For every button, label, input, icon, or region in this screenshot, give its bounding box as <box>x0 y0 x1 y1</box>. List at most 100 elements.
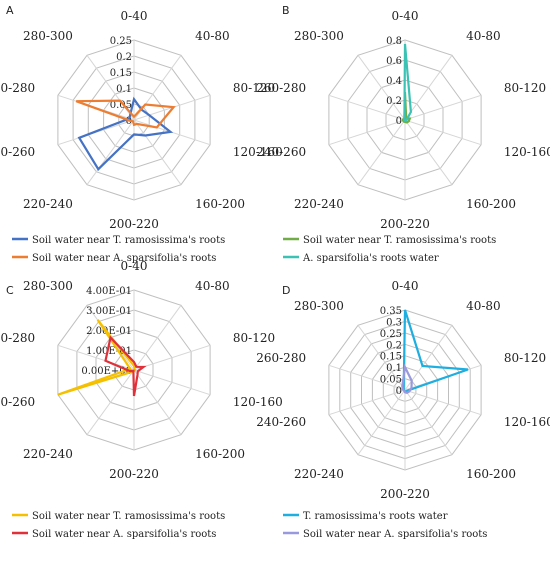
tick-label: 0.8 <box>386 36 402 47</box>
series-line <box>401 363 413 394</box>
axis-spoke <box>133 305 182 371</box>
axis-spoke <box>133 369 211 396</box>
category-label: 260-280 <box>0 81 35 95</box>
tick-label: 0 <box>396 386 402 397</box>
category-label: 240-260 <box>256 145 306 159</box>
axis-spoke <box>357 119 406 185</box>
tick-label: 0.1 <box>386 363 402 374</box>
category-label: 160-200 <box>195 197 245 211</box>
series-line <box>402 43 413 122</box>
category-label: 200-220 <box>109 467 159 481</box>
category-label: 200-220 <box>109 217 159 231</box>
category-label: 0-40 <box>121 259 148 273</box>
category-label: 160-200 <box>466 197 516 211</box>
category-label: 260-280 <box>256 351 306 365</box>
category-label: 240-260 <box>0 145 35 159</box>
category-label: 220-240 <box>294 467 344 481</box>
tick-label: 0.6 <box>386 56 402 67</box>
tick-label: 0.00E+00 <box>81 366 132 377</box>
tick-label: 0.3 <box>386 317 402 328</box>
category-label: 80-120 <box>233 331 275 345</box>
tick-label: 0.2 <box>386 340 402 351</box>
category-label: 220-240 <box>23 447 73 461</box>
legend-entry: A. sparsifolia's roots water <box>302 253 439 264</box>
legend-entry: Soil water near A. sparsifolia's roots <box>32 529 216 540</box>
category-label: 220-240 <box>23 197 73 211</box>
axis-spoke <box>404 119 453 185</box>
tick-label: 0.15 <box>110 68 132 79</box>
category-label: 220-240 <box>294 197 344 211</box>
legend-entry: Soil water near A. sparsifolia's roots <box>32 253 216 264</box>
panel-letter: A <box>6 4 14 17</box>
category-label: 120-160 <box>233 395 283 409</box>
category-label: 160-200 <box>466 467 516 481</box>
category-label: 200-220 <box>380 487 430 501</box>
tick-label: 4.00E-01 <box>86 286 132 297</box>
category-label: 40-80 <box>195 29 230 43</box>
panel-letter: B <box>282 4 290 17</box>
radar-panel-a: A 0-40 40-80 80-120 120-160 160-200 200-220 220… <box>0 4 283 264</box>
radar-panel-d: D 0-40 40-80 80-120 120-160 160-200 200-220 220… <box>256 279 550 540</box>
series-line <box>75 99 176 129</box>
tick-label: 0.25 <box>110 36 132 47</box>
tick-label: 1.00E-01 <box>86 346 132 357</box>
legend-entry: Soil water near T. ramosissima's roots <box>32 511 225 522</box>
tick-label: 0.25 <box>380 329 402 340</box>
category-label: 280-300 <box>294 299 344 313</box>
category-label: 280-300 <box>23 29 73 43</box>
tick-label: 0.05 <box>110 100 132 111</box>
category-label: 240-260 <box>0 395 35 409</box>
axis-spoke <box>133 119 182 185</box>
category-label: 40-80 <box>195 279 230 293</box>
axis-spoke <box>404 389 453 455</box>
axis-spoke <box>404 94 482 121</box>
panel-letter: D <box>282 284 290 297</box>
category-label: 40-80 <box>466 299 501 313</box>
category-label: 280-300 <box>294 29 344 43</box>
tick-label: 0.4 <box>386 76 402 87</box>
tick-label: 0.35 <box>380 306 402 317</box>
category-label: 160-200 <box>195 447 245 461</box>
axis-spoke <box>328 94 406 121</box>
series-line <box>104 335 147 397</box>
category-label: 120-160 <box>504 415 550 429</box>
axis-spoke <box>86 119 135 185</box>
axis-spoke <box>328 119 406 146</box>
axis-spoke <box>404 389 482 416</box>
radar-panel-c: C 0-40 40-80 80-120 120-160 160-200 200-220 220… <box>0 259 283 540</box>
axis-spoke <box>357 389 406 455</box>
tick-label: 0.1 <box>116 84 132 95</box>
tick-label: 2.00E-01 <box>86 326 132 337</box>
category-label: 120-160 <box>233 145 283 159</box>
series-line <box>77 96 174 171</box>
category-label: 0-40 <box>392 9 419 23</box>
axis-spoke <box>357 325 406 391</box>
radar-panel-b: B 0-40 40-80 80-120 120-160 160-200 200-220 220… <box>256 4 550 264</box>
tick-label: 0.05 <box>380 375 402 386</box>
category-label: 200-220 <box>380 217 430 231</box>
axis-spoke <box>404 325 453 391</box>
category-label: 80-120 <box>504 351 546 365</box>
category-label: 0-40 <box>392 279 419 293</box>
tick-label: 0 <box>396 116 402 127</box>
axis-spoke <box>328 389 406 416</box>
axis-spoke <box>404 55 453 121</box>
legend-entry: T. ramosissima's roots water <box>303 511 448 522</box>
axis-spoke <box>133 369 182 435</box>
axis-spoke <box>328 364 406 391</box>
tick-label: 0 <box>126 116 132 127</box>
category-label: 80-120 <box>233 81 275 95</box>
tick-label: 3.00E-01 <box>86 306 132 317</box>
tick-label: 0.2 <box>386 96 402 107</box>
axis-spoke <box>357 55 406 121</box>
category-label: 80-120 <box>504 81 546 95</box>
axis-spoke <box>133 344 211 371</box>
legend-entry: Soil water near T. ramosissima's roots <box>32 235 225 246</box>
axis-spoke <box>57 344 135 371</box>
category-label: 40-80 <box>466 29 501 43</box>
panel-letter: C <box>6 284 14 297</box>
category-label: 260-280 <box>256 81 306 95</box>
legend-entry: Soil water near A. sparsifolia's roots <box>303 529 487 540</box>
category-label: 240-260 <box>256 415 306 429</box>
